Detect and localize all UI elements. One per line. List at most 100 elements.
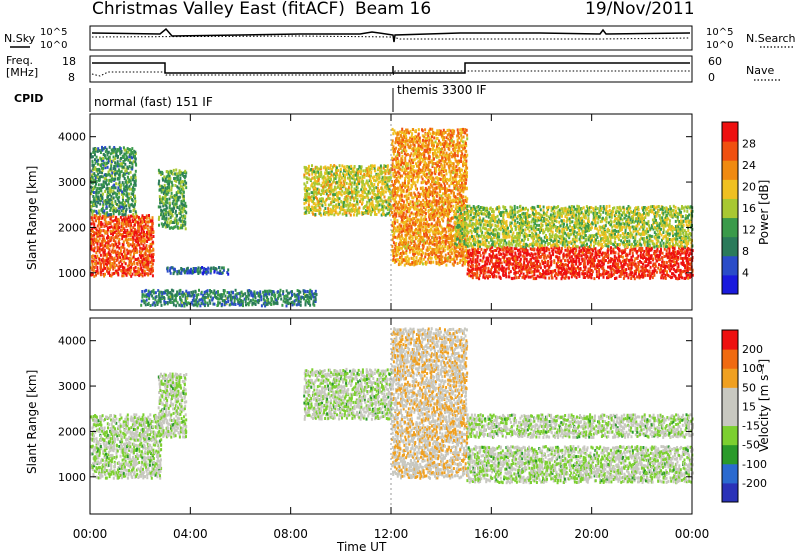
power-cell: [98, 257, 101, 261]
power-cell: [320, 170, 323, 174]
power-cell: [91, 173, 94, 177]
power-cell: [394, 149, 396, 153]
power-cell: [308, 192, 311, 196]
power-cell: [433, 144, 435, 148]
power-cell: [93, 231, 96, 235]
power-cell: [130, 214, 133, 218]
power-cell: [135, 211, 138, 215]
power-cell: [124, 256, 127, 260]
power-cell: [174, 209, 177, 213]
power-cell: [438, 196, 441, 200]
power-cell: [110, 188, 113, 192]
power-cell: [434, 167, 437, 171]
power-cell: [140, 228, 143, 232]
power-cell: [147, 301, 150, 305]
power-cell: [94, 254, 97, 258]
power-cell: [397, 189, 400, 193]
power-cell: [93, 223, 96, 227]
power-cell: [382, 189, 385, 193]
power-cell: [411, 132, 414, 136]
power-cell: [130, 203, 133, 207]
power-cell: [149, 260, 152, 264]
power-cell: [116, 209, 119, 213]
power-cell: [112, 214, 115, 218]
power-cell: [168, 179, 171, 183]
power-cell: [129, 170, 132, 174]
power-cell: [121, 225, 124, 229]
power-cell: [110, 206, 112, 210]
power-cell: [432, 260, 435, 264]
power-cell: [140, 242, 143, 246]
power-cell: [127, 197, 130, 201]
power-cell: [151, 228, 154, 232]
power-cell: [158, 215, 161, 219]
power-cell: [441, 196, 444, 200]
power-cell: [182, 183, 185, 187]
power-cell: [158, 179, 161, 183]
power-cell: [410, 135, 413, 138]
nsky-label: N.Sky: [4, 32, 36, 45]
power-cell: [109, 261, 112, 265]
power-cell: [141, 247, 144, 251]
nave-tick-high: 60: [708, 55, 722, 68]
power-cell: [297, 300, 300, 303]
power-cell: [456, 128, 459, 132]
power-cell: [359, 176, 362, 180]
power-cell: [122, 165, 125, 169]
power-cell: [415, 162, 417, 166]
power-cell: [140, 220, 142, 224]
power-cell: [143, 265, 146, 269]
power-cell: [378, 176, 381, 180]
power-cell: [125, 224, 128, 228]
power-cell: [117, 162, 120, 166]
power-cell: [108, 198, 111, 202]
power-cell: [427, 163, 430, 167]
power-cell: [136, 234, 139, 238]
power-cell: [159, 300, 162, 304]
power-cell: [116, 257, 119, 261]
power-cell: [341, 212, 344, 216]
power-cell: [143, 247, 146, 251]
power-cell: [122, 268, 125, 272]
power-cell: [90, 235, 92, 239]
power-cell: [133, 207, 136, 211]
power-cell: [291, 290, 293, 294]
noise-tick-high-right: 10^5: [706, 27, 733, 38]
power-cell: [96, 217, 99, 221]
power-cell: [127, 241, 130, 245]
power-cell: [369, 213, 372, 217]
power-cell: [356, 197, 359, 201]
power-cell: [170, 226, 173, 230]
power-cell: [349, 195, 352, 199]
power-cell: [146, 224, 149, 228]
power-cell: [453, 152, 456, 156]
power-cell: [108, 204, 111, 208]
power-cell: [436, 160, 439, 164]
power-cell: [96, 271, 99, 275]
nave-label: Nave: [746, 64, 774, 77]
power-cell: [181, 267, 184, 271]
power-cell: [133, 187, 136, 191]
power-cell: [348, 168, 351, 172]
power-cell: [94, 166, 97, 170]
power-cell: [91, 163, 94, 167]
power-cell: [169, 271, 172, 275]
power-cell: [392, 228, 395, 232]
power-cell: [429, 150, 432, 154]
power-cell: [111, 171, 114, 175]
power-cell: [429, 246, 432, 249]
power-cell: [313, 170, 316, 174]
power-cell: [178, 204, 181, 208]
power-cell: [441, 164, 444, 168]
power-cell: [91, 210, 94, 214]
power-cell: [100, 175, 103, 179]
power-cell: [109, 190, 112, 194]
power-cell: [120, 258, 123, 262]
power-cell: [101, 242, 104, 246]
power-cell: [115, 215, 118, 219]
power-cell: [146, 240, 149, 243]
power-cell: [152, 252, 155, 256]
power-cell: [102, 163, 105, 167]
power-cell: [106, 211, 109, 215]
